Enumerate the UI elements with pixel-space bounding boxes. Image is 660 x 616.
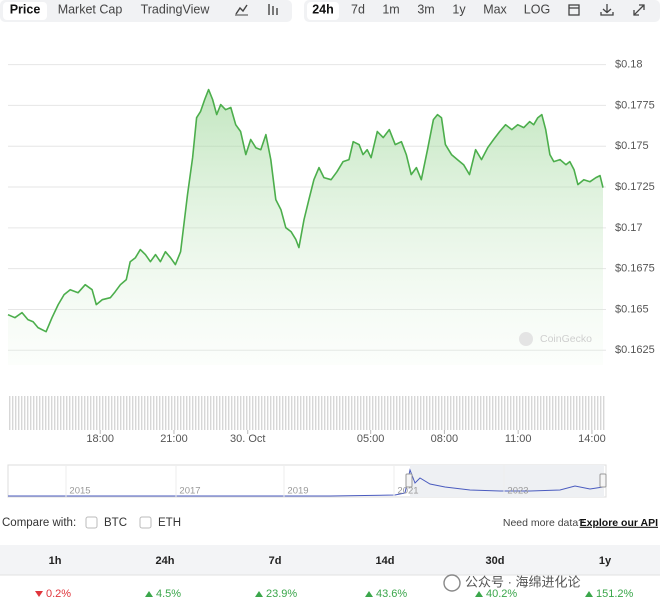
tab-active-bg <box>3 2 47 20</box>
checkbox[interactable] <box>139 516 152 529</box>
table-header: 24h <box>156 555 175 567</box>
range-button[interactable]: LOG <box>524 2 550 16</box>
navigator-label: 2019 <box>287 486 308 497</box>
arrow-down <box>35 591 43 597</box>
volume-bars <box>8 396 606 430</box>
calendar-icon[interactable] <box>568 4 580 16</box>
navigator-labels: 2015 2017 2019 2021 2023 <box>65 465 529 497</box>
compare-option[interactable]: ETH <box>158 517 181 529</box>
x-tick-label: 08:00 <box>431 433 459 445</box>
x-tick-label: 14:00 <box>578 433 606 445</box>
y-tick-label: $0.17 <box>615 222 643 234</box>
y-tick-label: $0.165 <box>615 303 649 315</box>
tab[interactable]: Price <box>10 2 41 16</box>
coingecko-logo <box>519 332 533 346</box>
navigator-handle[interactable] <box>405 473 413 488</box>
arrow-up <box>255 591 263 597</box>
toolbar: Price Market Cap TradingView 24h 7d 1m 3m 1y Max… <box>10 2 551 16</box>
change-value: 43.6% <box>376 588 407 600</box>
price-line <box>7 88 604 333</box>
table-header-bg <box>0 545 660 575</box>
arrow-up <box>475 591 483 597</box>
x-tick-label: 21:00 <box>160 433 188 445</box>
y-tick-label: $0.175 <box>615 140 649 152</box>
change-value: 4.5% <box>156 588 181 600</box>
range-button[interactable]: 1y <box>452 2 466 16</box>
x-tick-label: 11:00 <box>505 433 532 445</box>
navigator-label: 2017 <box>179 486 200 497</box>
navigator-label: 2015 <box>69 486 90 497</box>
range-button[interactable]: Max <box>483 2 507 16</box>
table-header: 1y <box>599 555 612 567</box>
table-header: 30d <box>486 555 505 567</box>
navigator-selection[interactable] <box>410 465 604 497</box>
compare-label: Compare with: <box>2 517 76 529</box>
compare-option[interactable]: BTC <box>104 517 127 529</box>
plot <box>7 88 604 365</box>
arrow-up <box>585 591 593 597</box>
tab[interactable]: Market Cap <box>58 2 123 16</box>
range-button[interactable]: 7d <box>351 2 365 16</box>
y-tick-label: $0.1675 <box>615 263 655 275</box>
arrow-up <box>365 591 373 597</box>
table-header: 1h <box>49 555 62 567</box>
range-button[interactable]: 1m <box>382 2 399 16</box>
api-prompt: Need more data? <box>503 517 584 529</box>
range-button[interactable]: 24h <box>312 2 334 16</box>
table-header: 7d <box>269 555 282 567</box>
navigator-label: 2023 <box>507 486 528 497</box>
tab-group <box>0 0 292 22</box>
download-icon[interactable] <box>600 4 614 16</box>
y-tick-label: $0.1625 <box>615 344 655 356</box>
x-tick-label: 30. Oct <box>230 433 265 445</box>
table: 1h 24h 7d 14d 30d 1y 0.2% 4.5% 23.9% 43.6% 40.2% 15… <box>35 555 634 600</box>
watermark-text: 公众号 · 海绵进化论 <box>465 574 581 589</box>
change-value: 23.9% <box>266 588 297 600</box>
navigator-line <box>8 468 604 497</box>
y-tick-label: $0.1725 <box>615 181 655 193</box>
x-tick-label: 18:00 <box>86 433 114 445</box>
x-tick-label: 05:00 <box>357 433 385 445</box>
chart-watermark: CoinGecko <box>540 333 592 345</box>
y-tick-label: $0.1775 <box>615 99 655 111</box>
range-active-bg <box>307 2 339 20</box>
candle-icon[interactable] <box>268 4 278 15</box>
line-icon[interactable] <box>235 4 248 16</box>
area-fill <box>8 89 603 365</box>
arrow-up <box>145 591 153 597</box>
change-value: 0.2% <box>46 588 71 600</box>
api-link[interactable]: Explore our API <box>580 517 658 529</box>
range-button[interactable]: 3m <box>417 2 434 16</box>
change-value: 40.2% <box>486 588 517 600</box>
y-tick-label: $0.18 <box>615 58 643 70</box>
watermark: 公众号 · 海绵进化论 <box>443 574 581 592</box>
change-value: 151.2% <box>596 588 634 600</box>
tab[interactable]: TradingView <box>141 2 211 16</box>
table-header: 14d <box>376 555 395 567</box>
navigator-label: 2021 <box>397 486 418 497</box>
icon-group <box>226 2 288 20</box>
navigator-handle[interactable] <box>599 473 607 488</box>
fullscreen-icon[interactable] <box>633 4 645 16</box>
checkbox[interactable] <box>85 516 98 529</box>
